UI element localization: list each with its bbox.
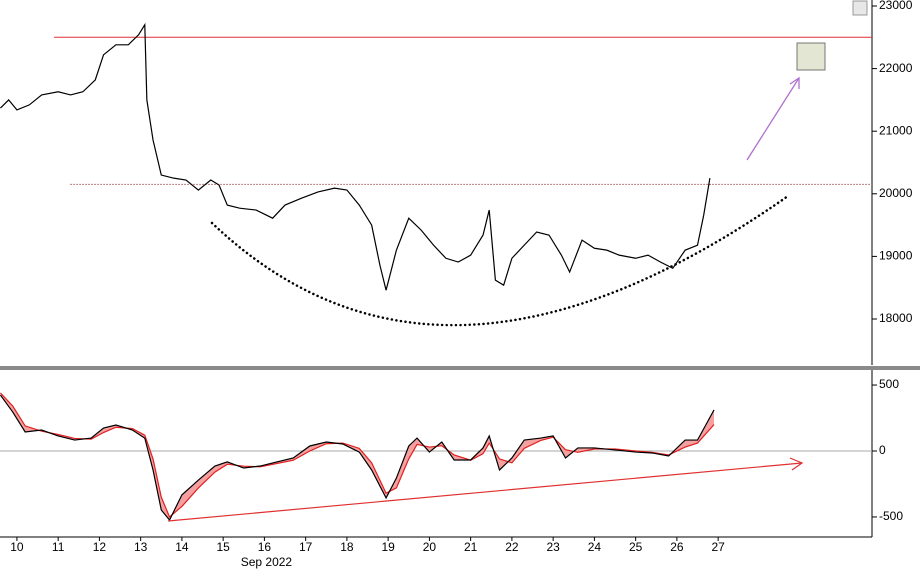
y-tick-label: 20000 — [879, 186, 913, 200]
x-tick-label: 12 — [93, 540, 107, 554]
scroll-icon[interactable] — [852, 0, 868, 16]
target-arrow — [746, 77, 800, 161]
annotations — [0, 0, 920, 522]
panel-separator — [0, 366, 920, 370]
y-tick-label: 19000 — [879, 249, 913, 263]
y-tick-label: 23000 — [879, 0, 913, 12]
y-tick-label: 18000 — [879, 311, 913, 325]
y-tick-label: -500 — [879, 509, 903, 523]
x-tick-label: 13 — [134, 540, 148, 554]
series-line — [0, 394, 715, 522]
x-tick-label: 17 — [299, 540, 313, 554]
x-tick-label: 11 — [52, 540, 65, 554]
x-tick-label: 10 — [10, 540, 24, 554]
target-box — [796, 42, 826, 71]
y-tick-label: 0 — [879, 443, 886, 457]
x-tick-label: 16 — [258, 540, 272, 554]
target-arrow-head — [789, 76, 800, 89]
rounding-bottom-curve — [210, 194, 790, 327]
trend-arrow-head — [789, 457, 804, 471]
trend-arrow — [167, 462, 803, 522]
series-line — [0, 22, 711, 291]
x-tick-label: 21 — [464, 540, 478, 554]
x-tick-label: 23 — [546, 540, 560, 554]
x-tick-label: 27 — [711, 540, 725, 554]
y-tick-label: 500 — [879, 377, 899, 391]
x-tick-label: 14 — [175, 540, 189, 554]
y-tick-label: 21000 — [879, 123, 913, 137]
x-tick-label: 15 — [216, 540, 230, 554]
y-tick-label: 22000 — [879, 61, 913, 75]
x-tick-label: 20 — [423, 540, 437, 554]
x-tick-label: 18 — [340, 540, 354, 554]
x-tick-label: 22 — [505, 540, 519, 554]
x-tick-label: 25 — [629, 540, 643, 554]
x-axis-label: Sep 2022 — [241, 555, 293, 569]
x-tick-label: 24 — [588, 540, 602, 554]
x-tick-label: 26 — [670, 540, 684, 554]
x-tick-label: 19 — [381, 540, 395, 554]
